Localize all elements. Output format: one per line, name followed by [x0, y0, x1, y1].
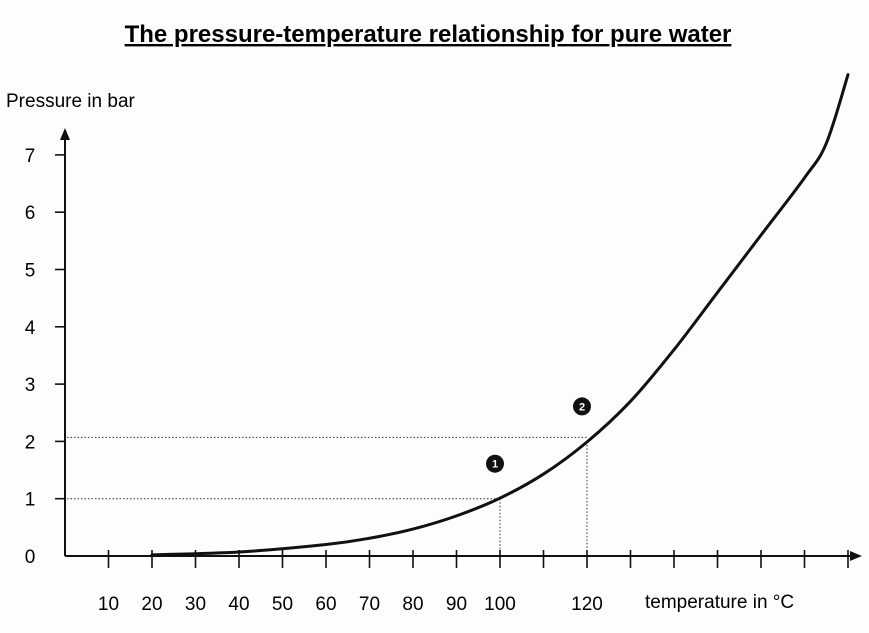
y-tick-label: 7 — [25, 146, 36, 167]
y-tick-label: 4 — [25, 318, 36, 339]
x-tick-label: 100 — [484, 594, 516, 615]
x-tick-label: 40 — [228, 594, 249, 615]
x-tick-label: 30 — [185, 594, 206, 615]
y-tick-label: 3 — [25, 375, 36, 396]
x-tick-label: 20 — [141, 594, 162, 615]
marker-label: 1 — [492, 459, 498, 471]
x-tick-label: 70 — [359, 594, 380, 615]
series — [150, 73, 850, 557]
annotation-marker-1: 1 — [486, 454, 504, 473]
annotation-marker-2: 2 — [573, 397, 591, 416]
x-tick-label: 10 — [98, 594, 119, 615]
x-axis-arrow — [850, 551, 862, 561]
reference-lines — [67, 436, 588, 556]
y-tick-label: 5 — [25, 261, 36, 282]
y-tick-label: 1 — [25, 490, 36, 511]
x-tick-label: 90 — [446, 594, 467, 615]
y-tick-label: 2 — [25, 432, 36, 453]
x-tick-label: 50 — [272, 594, 293, 615]
ticks — [55, 154, 849, 568]
x-tick-label: 60 — [315, 594, 336, 615]
chart-title: The pressure-temperature relationship fo… — [125, 21, 732, 48]
marker-circle — [573, 397, 591, 416]
y-tick-label: 6 — [25, 203, 36, 224]
y-axis-arrow — [60, 128, 70, 140]
marker-circle — [486, 454, 504, 473]
x-axis-label: temperature in °C — [645, 592, 794, 613]
marker-label: 2 — [579, 401, 585, 413]
x-tick-label: 80 — [402, 594, 423, 615]
annotations: 12 — [486, 397, 591, 473]
pressure-curve — [150, 73, 850, 557]
y-axis-label: Pressure in bar — [6, 91, 136, 112]
y-tick-label: 0 — [25, 547, 36, 568]
x-tick-label: 120 — [571, 594, 603, 615]
axes — [60, 128, 862, 561]
